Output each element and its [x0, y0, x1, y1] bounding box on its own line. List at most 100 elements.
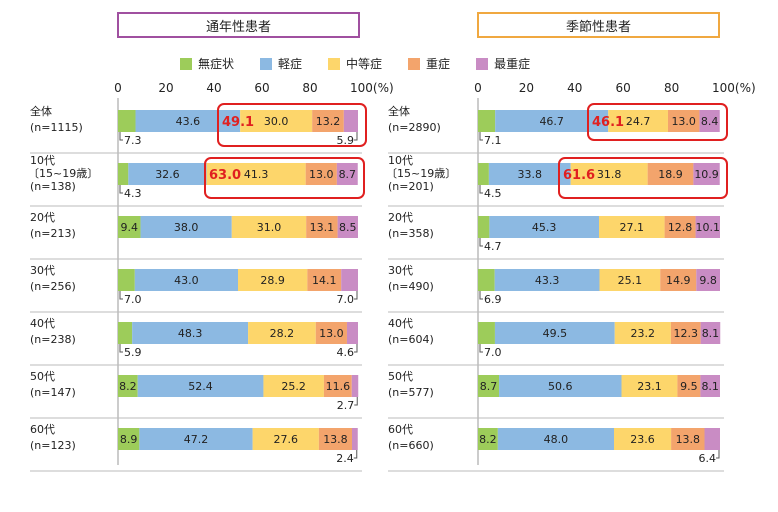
right-panel-title: 季節性患者	[477, 12, 720, 38]
right-category-label: 50代	[388, 370, 413, 383]
right-data-label: 45.3	[532, 221, 557, 234]
left-bar-0	[118, 322, 133, 344]
left-bar-1	[137, 375, 264, 397]
legend-label-most-severe: 最重症	[494, 57, 531, 71]
left-bar-2	[206, 163, 306, 185]
right-data-label: 31.8	[597, 168, 622, 181]
right-data-label: 24.7	[626, 115, 651, 128]
right-data-label: 12.8	[668, 221, 693, 234]
right-category-n-label: (n=660)	[388, 439, 434, 452]
right-bar-4	[696, 269, 720, 291]
legend-item-severe: 重症	[408, 55, 450, 72]
right-data-label: 25.1	[618, 274, 643, 287]
left-leader-line	[119, 344, 123, 353]
left-data-label-below: 2.4	[336, 452, 354, 465]
left-bar-3	[305, 163, 337, 185]
left-category-label: 20代	[30, 211, 55, 224]
right-bar-0	[478, 375, 500, 397]
left-category-n-label: (n=138)	[30, 180, 76, 193]
left-bar-4	[341, 269, 358, 291]
left-data-label: 52.4	[188, 380, 213, 393]
right-bar-4	[700, 375, 720, 397]
left-bar-2	[248, 322, 316, 344]
left-bar-1	[128, 163, 207, 185]
right-tick-label: 0	[474, 81, 482, 95]
left-data-label: 13.8	[323, 433, 348, 446]
legend-swatch-mild	[260, 57, 273, 70]
left-category-n-label: (n=238)	[30, 333, 76, 346]
legend: 無症状 軽症 中等症 重症 最重症	[180, 55, 530, 72]
right-data-label: 9.5	[680, 380, 698, 393]
left-data-label: 9.4	[121, 221, 139, 234]
left-data-label: 28.9	[260, 274, 285, 287]
left-bar-3	[323, 375, 352, 397]
left-bar-4	[343, 110, 358, 132]
left-data-label-below: 7.3	[124, 134, 142, 147]
right-tick-label: 100(%)	[712, 81, 756, 95]
left-data-label-below: 5.9	[124, 346, 142, 359]
legend-label-severe: 重症	[426, 57, 451, 71]
left-data-label: 25.2	[281, 380, 306, 393]
left-data-label: 13.0	[319, 327, 344, 340]
right-bar-0	[478, 163, 489, 185]
right-data-label: 8.1	[701, 380, 719, 393]
right-data-label: 8.7	[480, 380, 498, 393]
left-bar-0	[118, 216, 141, 238]
right-bar-2	[614, 322, 671, 344]
right-category-n-label: (n=604)	[388, 333, 434, 346]
right-data-label: 9.8	[699, 274, 717, 287]
right-data-label-below: 4.7	[484, 240, 502, 253]
right-data-label: 43.3	[535, 274, 560, 287]
left-data-label-below: 4.3	[124, 187, 142, 200]
right-category-label: 全体	[388, 104, 410, 118]
left-bar-0	[118, 269, 135, 291]
left-data-label: 13.1	[310, 221, 335, 234]
left-data-label: 41.3	[244, 168, 269, 181]
left-bar-4	[352, 428, 358, 450]
right-tick-label: 20	[519, 81, 534, 95]
right-panel-title-text: 季節性患者	[565, 19, 631, 35]
left-bar-2	[263, 375, 324, 397]
left-highlight-value: 63.0	[209, 168, 241, 183]
right-category-label: 40代	[388, 317, 413, 330]
right-bar-0	[478, 269, 495, 291]
left-data-label: 27.6	[274, 433, 299, 446]
left-highlight-box	[204, 157, 365, 199]
right-tick-label: 40	[567, 81, 582, 95]
legend-label-none: 無症状	[198, 57, 235, 71]
right-category-n-label: (n=201)	[388, 180, 434, 193]
left-bar-1	[134, 269, 238, 291]
right-category-n-label: (n=2890)	[388, 121, 441, 134]
right-data-label: 49.5	[543, 327, 568, 340]
right-bar-3	[667, 110, 700, 132]
left-bar-3	[315, 322, 347, 344]
left-bar-2	[238, 269, 308, 291]
left-data-label: 11.6	[326, 380, 351, 393]
right-data-label: 12.3	[674, 327, 699, 340]
left-data-label: 47.2	[184, 433, 209, 446]
right-bar-3	[670, 322, 701, 344]
left-category-n-label: (n=256)	[30, 280, 76, 293]
left-tick-label: 20	[158, 81, 173, 95]
left-tick-label: 40	[206, 81, 221, 95]
right-highlight-box	[587, 103, 728, 141]
left-category-label: 40代	[30, 317, 55, 330]
left-bar-2	[231, 216, 307, 238]
right-bar-1	[494, 269, 600, 291]
right-data-label: 10.1	[696, 221, 721, 234]
left-data-label: 43.0	[174, 274, 199, 287]
left-panel-title-text: 通年性患者	[205, 19, 271, 35]
left-bar-4	[336, 163, 358, 185]
left-data-label: 13.2	[316, 115, 341, 128]
right-highlight-value: 46.1	[592, 115, 624, 130]
left-bar-3	[306, 216, 338, 238]
left-data-label: 8.9	[120, 433, 138, 446]
left-category-n-label: (n=147)	[30, 386, 76, 399]
right-bar-0	[478, 428, 498, 450]
right-data-label: 13.0	[671, 115, 696, 128]
right-data-label: 8.4	[701, 115, 719, 128]
right-bar-2	[614, 428, 672, 450]
left-leader-line	[353, 450, 358, 459]
right-leader-line	[479, 185, 483, 194]
left-leader-line	[354, 132, 358, 141]
